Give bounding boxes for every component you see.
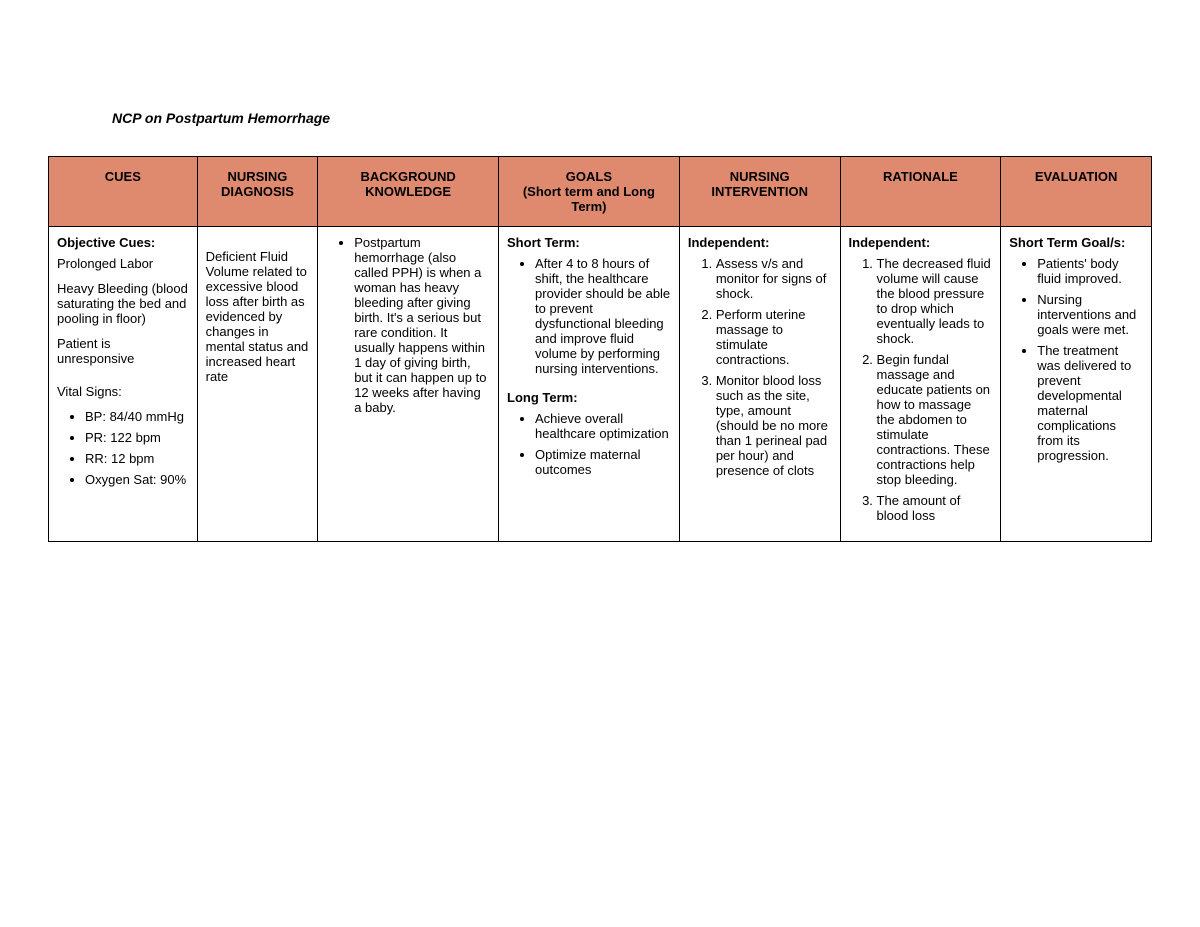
cues-vitals-label: Vital Signs: — [57, 384, 189, 399]
cues-item: Patient is unresponsive — [57, 336, 189, 366]
cell-rationale: Independent: The decreased fluid volume … — [840, 227, 1001, 542]
list-item: The treatment was delivered to prevent d… — [1037, 343, 1143, 463]
ncp-table: CUES NURSING DIAGNOSIS BACKGROUND KNOWLE… — [48, 156, 1152, 542]
intervention-list: Assess v/s and monitor for signs of shoc… — [688, 256, 832, 478]
list-item: Patients' body fluid improved. — [1037, 256, 1143, 286]
header-background: BACKGROUND KNOWLEDGE — [318, 157, 499, 227]
document-page: NCP on Postpartum Hemorrhage CUES NURSIN… — [0, 0, 1200, 542]
list-item: RR: 12 bpm — [85, 451, 189, 466]
list-item: Nursing interventions and goals were met… — [1037, 292, 1143, 337]
header-intervention: NURSING INTERVENTION — [679, 157, 840, 227]
table-header-row: CUES NURSING DIAGNOSIS BACKGROUND KNOWLE… — [49, 157, 1152, 227]
list-item: PR: 122 bpm — [85, 430, 189, 445]
cell-diagnosis: Deficient Fluid Volume related to excess… — [197, 227, 318, 542]
list-item: After 4 to 8 hours of shift, the healthc… — [535, 256, 671, 376]
header-rationale: RATIONALE — [840, 157, 1001, 227]
goals-long-list: Achieve overall healthcare optimization … — [507, 411, 671, 477]
header-goals: GOALS (Short term and Long Term) — [499, 157, 680, 227]
document-title: NCP on Postpartum Hemorrhage — [112, 110, 1152, 126]
cell-goals: Short Term: After 4 to 8 hours of shift,… — [499, 227, 680, 542]
cell-background: Postpartum hemorrhage (also called PPH) … — [318, 227, 499, 542]
header-cues: CUES — [49, 157, 198, 227]
list-item: Assess v/s and monitor for signs of shoc… — [716, 256, 832, 301]
list-item: The amount of blood loss — [877, 493, 993, 523]
list-item: Monitor blood loss such as the site, typ… — [716, 373, 832, 478]
cues-objective-label: Objective Cues: — [57, 235, 189, 250]
cell-evaluation: Short Term Goal/s: Patients' body fluid … — [1001, 227, 1152, 542]
cell-intervention: Independent: Assess v/s and monitor for … — [679, 227, 840, 542]
rationale-list: The decreased fluid volume will cause th… — [849, 256, 993, 523]
list-item: Begin fundal massage and educate patient… — [877, 352, 993, 487]
cues-item: Prolonged Labor — [57, 256, 189, 271]
header-diagnosis: NURSING DIAGNOSIS — [197, 157, 318, 227]
diagnosis-text: Deficient Fluid Volume related to excess… — [206, 249, 310, 384]
evaluation-short-label: Short Term Goal/s: — [1009, 235, 1143, 250]
list-item: Optimize maternal outcomes — [535, 447, 671, 477]
cell-cues: Objective Cues: Prolonged Labor Heavy Bl… — [49, 227, 198, 542]
goals-short-label: Short Term: — [507, 235, 671, 250]
header-evaluation: EVALUATION — [1001, 157, 1152, 227]
list-item: Perform uterine massage to stimulate con… — [716, 307, 832, 367]
evaluation-list: Patients' body fluid improved. Nursing i… — [1009, 256, 1143, 463]
list-item: Oxygen Sat: 90% — [85, 472, 189, 487]
list-item: BP: 84/40 mmHg — [85, 409, 189, 424]
list-item: The decreased fluid volume will cause th… — [877, 256, 993, 346]
rationale-independent-label: Independent: — [849, 235, 993, 250]
cues-vitals-list: BP: 84/40 mmHg PR: 122 bpm RR: 12 bpm Ox… — [57, 409, 189, 487]
intervention-independent-label: Independent: — [688, 235, 832, 250]
list-item: Achieve overall healthcare optimization — [535, 411, 671, 441]
goals-short-list: After 4 to 8 hours of shift, the healthc… — [507, 256, 671, 376]
goals-long-label: Long Term: — [507, 390, 671, 405]
cues-item: Heavy Bleeding (blood saturating the bed… — [57, 281, 189, 326]
list-item: Postpartum hemorrhage (also called PPH) … — [354, 235, 490, 415]
background-list: Postpartum hemorrhage (also called PPH) … — [326, 235, 490, 415]
table-row: Objective Cues: Prolonged Labor Heavy Bl… — [49, 227, 1152, 542]
